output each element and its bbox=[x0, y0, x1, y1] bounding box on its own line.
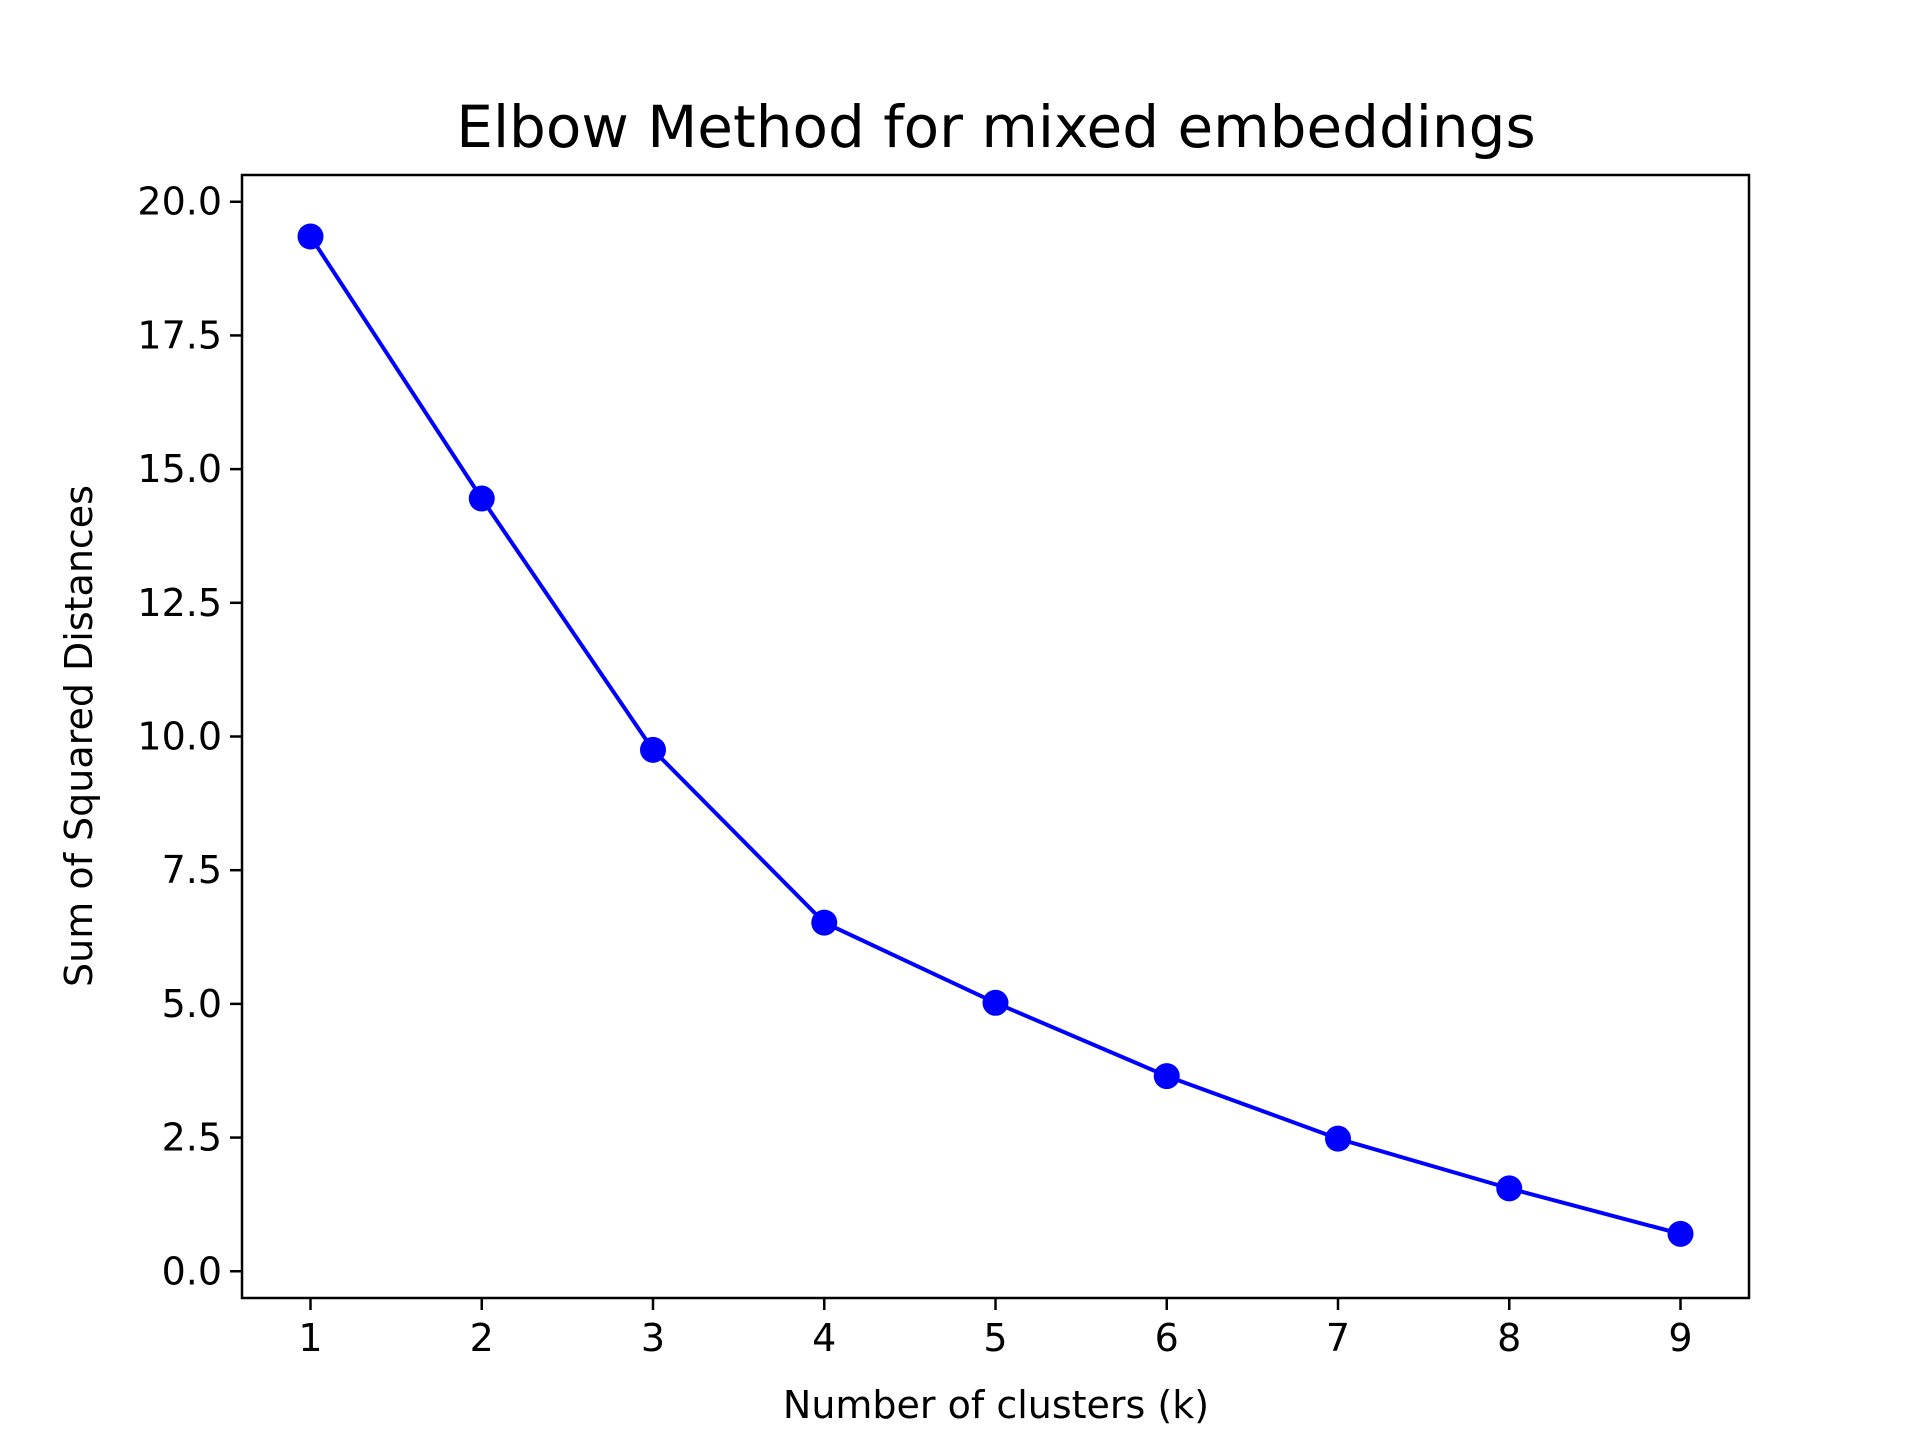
x-tick-label: 2 bbox=[470, 1316, 494, 1360]
data-point bbox=[640, 736, 666, 763]
plot-area: 0.0 2.5 5.0 7.5 10.0 12.5 15.0 17.5 20.0 1 2 3 4 5 6 7… bbox=[137, 173, 1751, 1360]
x-tick-label: 9 bbox=[1668, 1316, 1692, 1360]
data-point bbox=[468, 485, 495, 512]
y-tick-label: 17.5 bbox=[137, 313, 222, 357]
data-point bbox=[811, 909, 838, 936]
y-axis-label: Sum of Squared Distances bbox=[57, 485, 101, 987]
x-axis-label: Number of clusters (k) bbox=[783, 1383, 1209, 1427]
y-tick-label: 15.0 bbox=[137, 447, 222, 491]
x-tick-label: 6 bbox=[1155, 1316, 1179, 1360]
x-axis: 1 2 3 4 5 6 7 8 9 bbox=[298, 1298, 1693, 1360]
y-tick-label: 7.5 bbox=[162, 848, 222, 892]
y-tick-label: 10.0 bbox=[137, 715, 222, 759]
data-point bbox=[1667, 1220, 1694, 1247]
x-tick-label: 3 bbox=[641, 1316, 665, 1360]
data-point bbox=[982, 989, 1009, 1016]
y-tick-label: 20.0 bbox=[137, 180, 222, 224]
y-tick-label: 0.0 bbox=[162, 1249, 222, 1293]
plot-frame bbox=[240, 173, 1751, 1300]
x-tick-label: 5 bbox=[983, 1316, 1007, 1360]
x-tick-label: 1 bbox=[298, 1316, 322, 1360]
series-layer bbox=[297, 223, 1694, 1247]
y-tick-label: 2.5 bbox=[162, 1116, 222, 1160]
x-tick-label: 7 bbox=[1326, 1316, 1350, 1360]
data-point bbox=[1325, 1125, 1351, 1152]
series-line bbox=[307, 233, 1683, 1237]
y-tick-label: 12.5 bbox=[137, 581, 222, 625]
x-tick-label: 8 bbox=[1497, 1316, 1521, 1360]
chart-title: Elbow Method for mixed embeddings bbox=[456, 93, 1535, 161]
data-point bbox=[297, 223, 324, 250]
x-tick-label: 4 bbox=[812, 1316, 836, 1360]
data-point bbox=[1496, 1175, 1523, 1202]
y-axis: 0.0 2.5 5.0 7.5 10.0 12.5 15.0 17.5 20.0 bbox=[137, 180, 242, 1293]
y-tick-label: 5.0 bbox=[162, 982, 222, 1026]
data-point bbox=[1153, 1063, 1180, 1090]
